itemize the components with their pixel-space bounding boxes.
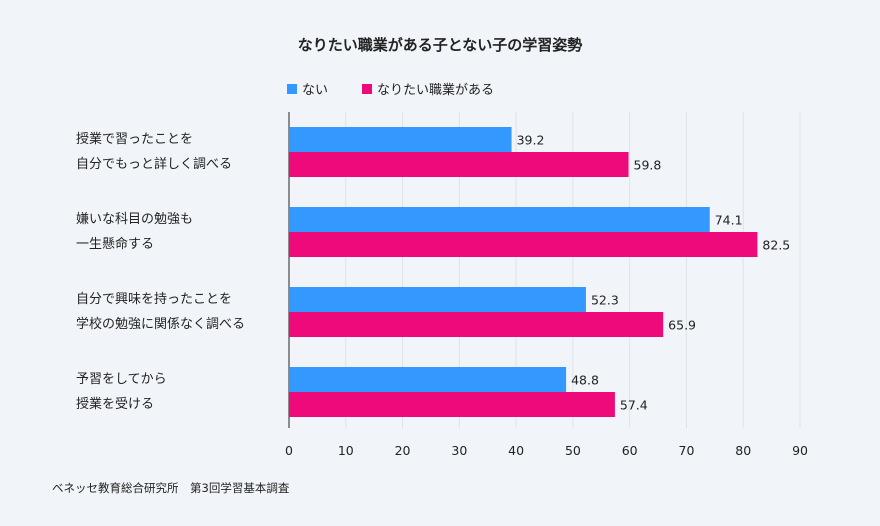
data-label-3-0: 48.8 — [571, 373, 599, 388]
x-tick-label-60: 60 — [622, 443, 638, 458]
data-label-0-0: 39.2 — [517, 133, 545, 148]
data-label-3-1: 57.4 — [620, 398, 648, 413]
bars: 39.2 59.8 74.1 82.5 52.3 65.9 48.8 57.4 — [289, 127, 790, 417]
x-tick-label-30: 30 — [451, 443, 467, 458]
bar-0-1 — [289, 152, 629, 177]
data-label-2-1: 65.9 — [668, 318, 696, 333]
chart-title: なりたい職業がある子とない子の学習姿勢 — [298, 36, 583, 54]
bar-3-0 — [289, 367, 567, 392]
category-label-3-0: 予習をしてから — [76, 372, 167, 387]
x-tick-label-90: 90 — [792, 443, 808, 458]
legend-label-0: ない — [302, 83, 328, 98]
category-labels: 授業で習ったことを自分でもっと詳しく調べる嫌いな科目の勉強も一生懸命する自分で興… — [76, 131, 245, 412]
category-label-1-0: 嫌いな科目の勉強も — [76, 212, 193, 227]
category-label-0-0: 授業で習ったことを — [76, 131, 193, 147]
x-tick-label-80: 80 — [735, 443, 751, 458]
bar-1-1 — [289, 232, 758, 257]
x-tick-label-20: 20 — [395, 443, 411, 458]
data-label-0-1: 59.8 — [634, 158, 662, 173]
x-tick-label-70: 70 — [679, 443, 695, 458]
legend-swatch-0 — [287, 84, 297, 94]
x-tick-label-40: 40 — [508, 443, 524, 458]
legend: ない なりたい職業がある — [287, 82, 494, 98]
data-label-2-0: 52.3 — [591, 293, 619, 308]
x-tick-label-50: 50 — [565, 443, 581, 458]
x-tick-label-0: 0 — [285, 443, 293, 458]
category-label-3-1: 授業を受ける — [76, 396, 154, 412]
x-axis-ticks: 0 10 20 30 40 50 60 70 80 90 — [285, 443, 808, 458]
legend-swatch-1 — [362, 84, 372, 94]
category-label-2-1: 学校の勉強に関係なく調べる — [76, 316, 245, 332]
category-label-0-1: 自分でもっと詳しく調べる — [76, 156, 232, 172]
bar-2-1 — [289, 312, 664, 337]
x-tick-label-10: 10 — [338, 443, 354, 458]
source-note: ベネッセ教育総合研究所 第3回学習基本調査 — [52, 481, 290, 495]
data-label-1-1: 82.5 — [762, 238, 790, 253]
bar-0-0 — [289, 127, 512, 152]
legend-label-1: なりたい職業がある — [377, 82, 494, 98]
bar-2-0 — [289, 287, 586, 312]
category-label-1-1: 一生懸命する — [76, 236, 154, 252]
bar-1-0 — [289, 207, 710, 232]
category-label-2-0: 自分で興味を持ったことを — [76, 292, 232, 307]
bar-3-1 — [289, 392, 615, 417]
data-label-1-0: 74.1 — [715, 213, 743, 228]
